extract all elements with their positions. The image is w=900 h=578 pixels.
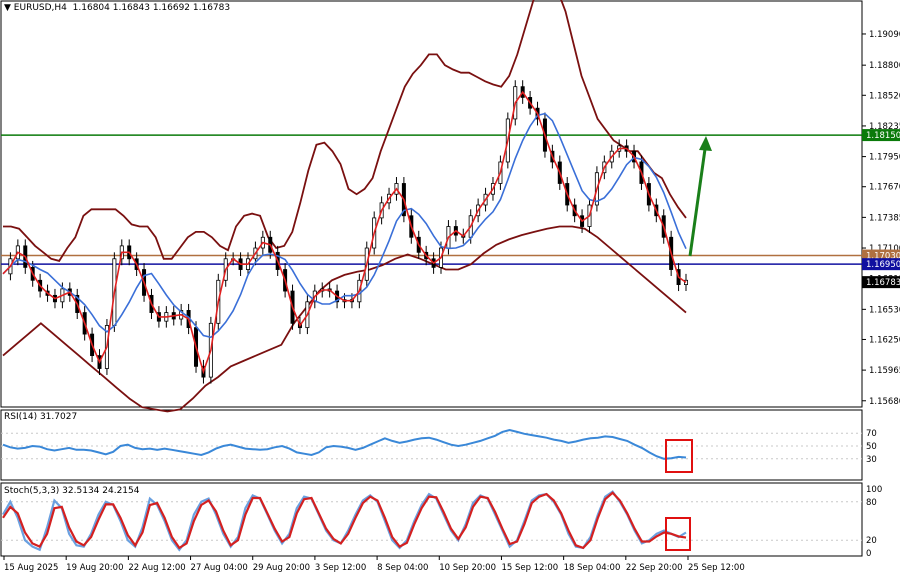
y-tick-label: 1.18520: [869, 91, 900, 101]
y-tick-label: 1.17670: [869, 183, 900, 193]
y-tick-label: 1.15965: [869, 366, 900, 376]
y-tick-label: 1.19090: [869, 30, 900, 40]
ma-slow: [2, 112, 687, 339]
time-axis: 15 Aug 2025 19 Aug 20:00 22 Aug 12:00 27 Au…: [3, 556, 745, 573]
x-tick-label: 15 Aug 2025: [4, 563, 58, 573]
level-tag: [862, 258, 900, 271]
green-arrow-shaft: [688, 141, 708, 257]
x-tick-label: 29 Aug 20:00: [253, 563, 310, 573]
x-tick-label: 27 Aug 04:00: [191, 563, 248, 573]
rsi-tick-label: 30: [866, 455, 877, 465]
stoch-indicator: 100 80 20 0: [1, 485, 882, 559]
bb-lower: [2, 225, 687, 413]
green-arrow-head: [699, 136, 712, 151]
x-tick-label: 8 Sep 04:00: [377, 563, 428, 573]
x-tick-label: 22 Aug 12:00: [128, 563, 185, 573]
y-tick-label: 1.18235: [869, 122, 900, 132]
rsi-tick-label: 70: [866, 429, 877, 439]
stoch-tick-label: 0: [866, 549, 871, 559]
y-tick-label: 1.17950: [869, 153, 900, 163]
level-tag-label: 1.17030: [866, 252, 900, 262]
y-tick-label: 1.18800: [869, 61, 900, 71]
stoch-highlight-box: [665, 517, 691, 551]
y-tick-label: 1.17100: [869, 244, 900, 254]
y-tick-label: 1.16250: [869, 335, 900, 345]
rsi-label: RSI(14) 31.7027: [4, 412, 78, 422]
symbol-header: ▼ EURUSD,H4 1.16804 1.16843 1.16692 1.16…: [4, 3, 230, 13]
x-tick-label: 15 Sep 12:00: [501, 563, 558, 573]
rsi-indicator: 70 50 30: [1, 428, 877, 465]
rsi-tick-label: 50: [866, 442, 877, 452]
price-pane: [0, 0, 863, 408]
ohlc-values: 1.16804 1.16843 1.16692 1.16783: [72, 3, 231, 13]
level-tag: [862, 129, 900, 142]
x-tick-label: 3 Sep 12:00: [315, 563, 366, 573]
current-price-label: 1.16783: [866, 278, 900, 288]
ma-fast: [2, 90, 687, 375]
stoch-tick-label: 20: [866, 536, 877, 546]
bb-upper: [3, 0, 687, 262]
candle-body: [684, 279, 689, 286]
bollinger-bands: [2, 0, 687, 413]
stoch-label: Stoch(5,3,3) 32.5134 24.2154: [4, 486, 140, 496]
level-tag-label: 1.16950: [866, 260, 900, 270]
y-tick-label: 1.17385: [869, 213, 900, 223]
y-tick-label: 1.15680: [869, 397, 900, 407]
collapse-triangle-icon[interactable]: ▼: [4, 3, 11, 13]
rsi-line: [2, 428, 687, 460]
current-price-tag: [862, 276, 900, 289]
price-axis: 1.19090 1.18800 1.18520 1.18235 1.17950 1.176…: [862, 30, 900, 407]
rsi-pane: [0, 409, 863, 481]
stoch-tick-label: 100: [866, 485, 882, 495]
level-tag-label: 1.18150: [866, 131, 900, 141]
x-tick-label: 18 Sep 04:00: [564, 563, 621, 573]
y-tick-label: 1.16530: [869, 305, 900, 315]
moving-averages: [2, 90, 687, 375]
x-tick-label: 22 Sep 20:00: [626, 563, 683, 573]
stoch-signal-line: [2, 491, 687, 550]
rsi-highlight-box: [665, 439, 693, 473]
x-tick-label: 25 Sep 12:00: [688, 563, 745, 573]
x-tick-label: 10 Sep 20:00: [439, 563, 496, 573]
x-tick-label: 19 Aug 20:00: [66, 563, 123, 573]
symbol-label: EURUSD,H4: [13, 3, 67, 13]
stoch-tick-label: 80: [866, 498, 877, 508]
